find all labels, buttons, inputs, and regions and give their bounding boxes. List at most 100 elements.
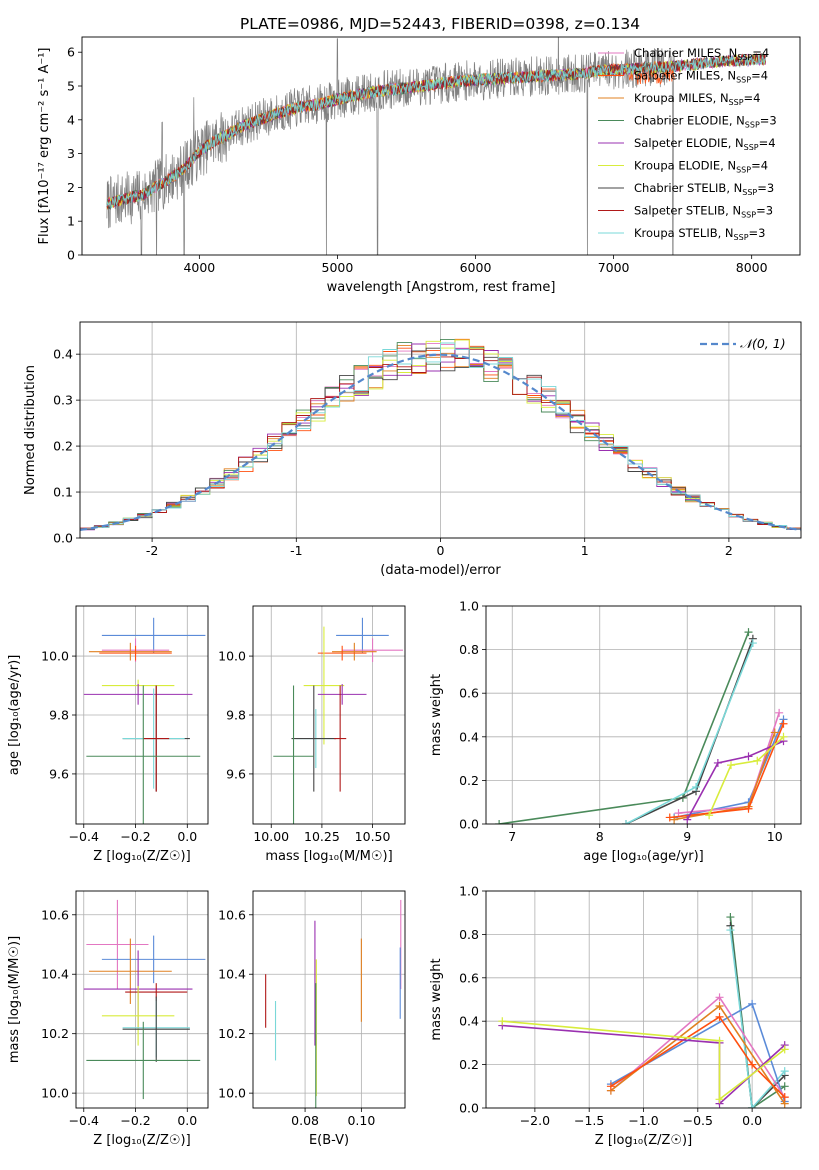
weight-point-marker xyxy=(780,1045,789,1054)
legend-label-main: Chabrier STELIB, N xyxy=(634,181,742,195)
legend-label-sub: SSP xyxy=(736,166,751,175)
weight-point-marker xyxy=(780,1067,789,1076)
legend-label-sub: SSP xyxy=(741,211,756,220)
mass_vs_Z-frame xyxy=(75,890,209,1109)
y-tick-label: 9.8 xyxy=(226,708,246,723)
data-point xyxy=(86,1021,201,1100)
weight-point-marker xyxy=(753,756,762,765)
weight-point-marker xyxy=(715,1036,724,1045)
weight-series-line xyxy=(729,930,786,1108)
weight-point-marker xyxy=(726,913,735,922)
x-axis-label: mass [log₁₀(M/M☉)] xyxy=(265,849,392,864)
legend-label: Chabrier STELIB, NSSP=3 xyxy=(634,181,774,197)
y-tick-label: 1.0 xyxy=(459,599,479,614)
y-axis-label: Flux [fλ10⁻¹⁷ erg cm⁻² s⁻¹ A⁻¹] xyxy=(37,48,52,245)
age_vs_mass-frame xyxy=(252,605,406,825)
age_vs_Z-plot-area xyxy=(83,617,206,824)
x-tick-label: 8 xyxy=(596,829,604,844)
spectrum-frame xyxy=(81,36,801,256)
x-tick-label: 0.0 xyxy=(177,1113,197,1128)
legend-label: Salpeter ELODIE, NSSP=4 xyxy=(634,136,776,152)
x-axis-label: age [log₁₀(age/yr)] xyxy=(583,849,704,864)
legend-label-suffix: =4 xyxy=(752,46,769,60)
x-tick-label: 0 xyxy=(437,543,445,558)
weight-point-marker xyxy=(748,999,757,1008)
y-tick-label: 1 xyxy=(67,214,75,229)
x-axis-label: Z [log₁₀(Z/Z☉)] xyxy=(595,1133,692,1148)
y-tick-label: 5 xyxy=(67,79,75,94)
x-tick-label: -1 xyxy=(290,543,302,558)
weight-series xyxy=(726,926,789,1108)
weight-series xyxy=(622,639,757,824)
y-axis-label: mass weight xyxy=(429,674,444,756)
legend-label: Salpeter MILES, NSSP=4 xyxy=(634,69,768,85)
data-point xyxy=(303,626,345,745)
x-axis-label: (data-model)/error xyxy=(380,563,501,578)
hist-frame xyxy=(79,321,802,539)
mass_vs_ebv-frame xyxy=(252,890,406,1109)
y-tick-label: 10.2 xyxy=(41,1026,69,1041)
legend-label-suffix: =4 xyxy=(759,136,776,150)
y-tick-label: 0.0 xyxy=(459,1101,479,1116)
y-axis-label: mass [log₁₀(M/M☉)] xyxy=(7,936,22,1063)
y-axis-label: age [log₁₀(age/yr)] xyxy=(7,655,22,776)
y-tick-label: 9.8 xyxy=(49,708,69,723)
legend-label-suffix: =3 xyxy=(749,226,766,240)
y-axis-label: mass weight xyxy=(429,958,444,1040)
legend-label-main: Salpeter ELODIE, N xyxy=(634,136,744,150)
y-tick-label: 9.6 xyxy=(49,766,69,781)
weight-point-marker xyxy=(715,1012,724,1021)
weight-point-marker xyxy=(727,761,735,770)
weight-point-marker xyxy=(665,813,674,822)
age_vs_Z-axes: −0.4 −0.2 0.0 9.6 9.8 10.0 Z [log₁₀(Z/Z☉)] age … xyxy=(7,606,208,864)
weight-series-line xyxy=(708,736,785,816)
y-tick-label: 2 xyxy=(67,180,75,195)
data-point xyxy=(86,899,149,990)
y-tick-label: 6 xyxy=(67,45,75,60)
y-tick-label: 10.4 xyxy=(218,967,246,982)
data-point xyxy=(332,642,377,661)
weight-point-marker xyxy=(705,811,714,820)
weight-point-marker xyxy=(713,758,722,767)
x-tick-label: −0.2 xyxy=(120,829,150,844)
legend-label-suffix: =4 xyxy=(751,159,768,173)
y-tick-label: 0.8 xyxy=(459,642,479,657)
data-point xyxy=(86,685,201,824)
legend-label: Chabrier ELODIE, NSSP=3 xyxy=(634,114,777,130)
weight-point-marker xyxy=(779,719,788,728)
data-point xyxy=(291,685,337,792)
legend-label-main: Kroupa ELODIE, N xyxy=(634,159,736,173)
x-tick-label: 10 xyxy=(767,829,783,844)
legend-label-suffix: =3 xyxy=(756,204,773,218)
weight-point-marker xyxy=(606,1082,615,1091)
y-tick-label: 0.4 xyxy=(459,729,479,744)
weight-point-marker xyxy=(495,820,504,824)
legend-label-main: Chabrier MILES, N xyxy=(634,46,737,60)
legend-label-main: Kroupa STELIB, N xyxy=(634,226,734,240)
y-tick-label: 10.4 xyxy=(41,967,69,982)
x-tick-label: 0.0 xyxy=(742,1113,762,1128)
weight-point-marker xyxy=(744,628,753,637)
x-tick-label: 6000 xyxy=(460,260,492,275)
y-tick-label: 0.6 xyxy=(459,686,479,701)
legend-label-suffix: =3 xyxy=(757,181,774,195)
x-tick-label: −1.5 xyxy=(574,1113,604,1128)
observed-spectrum-line xyxy=(106,37,675,255)
x-tick-label: 0.10 xyxy=(347,1113,375,1128)
weight-series xyxy=(705,732,788,820)
legend-label: Kroupa STELIB, NSSP=3 xyxy=(634,226,765,242)
x-tick-label: 8000 xyxy=(736,260,768,275)
mass_vs_ebv-axes: 0.08 0.10 10.0 10.2 10.4 10.6 E(B-V) xyxy=(218,891,405,1148)
x-axis-label: wavelength [Angstrom, rest frame] xyxy=(327,280,556,295)
legend-label: Chabrier MILES, NSSP=4 xyxy=(634,46,769,62)
legend-label: Kroupa ELODIE, NSSP=4 xyxy=(634,159,768,175)
weight_vs_age-frame xyxy=(485,605,802,825)
y-tick-label: 0.8 xyxy=(459,927,479,942)
y-tick-label: 10.0 xyxy=(218,1086,246,1101)
weight-point-marker xyxy=(622,820,630,824)
y-tick-label: 10.6 xyxy=(41,907,69,922)
y-tick-label: 0 xyxy=(67,248,75,263)
